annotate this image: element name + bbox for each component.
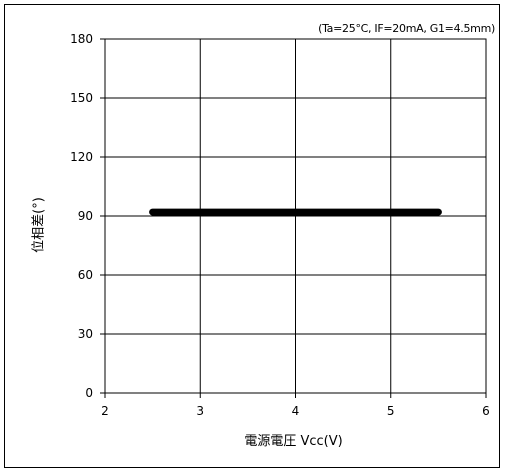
x-tick-label: 6	[482, 404, 490, 418]
x-tick-label: 3	[196, 404, 204, 418]
plot-border	[104, 38, 487, 394]
y-tick-label: 90	[78, 209, 93, 223]
y-tick-label: 150	[70, 91, 93, 105]
x-axis-label: 電源電圧 Vcc(V)	[244, 434, 343, 449]
x-tick-label: 5	[387, 404, 395, 418]
x-tick-label: 4	[292, 404, 300, 418]
y-tick-label: 120	[70, 150, 93, 164]
measurement-conditions: (Ta=25°C, IF=20mA, G1=4.5mm)	[318, 22, 495, 35]
chart-frame	[4, 4, 500, 468]
y-tick-label: 60	[78, 268, 93, 282]
x-tick-labels: 2 3 4 5 6	[101, 404, 490, 418]
grid	[104, 38, 487, 394]
y-axis-label: 位相差(°)	[31, 197, 47, 253]
y-tick-label: 30	[78, 327, 93, 341]
y-tick-labels: 0 30 60 90 120 150 180	[70, 32, 93, 400]
x-tick-label: 2	[101, 404, 109, 418]
y-tick-label: 180	[70, 32, 93, 46]
y-tick-label: 0	[85, 386, 93, 400]
axes	[100, 38, 487, 398]
